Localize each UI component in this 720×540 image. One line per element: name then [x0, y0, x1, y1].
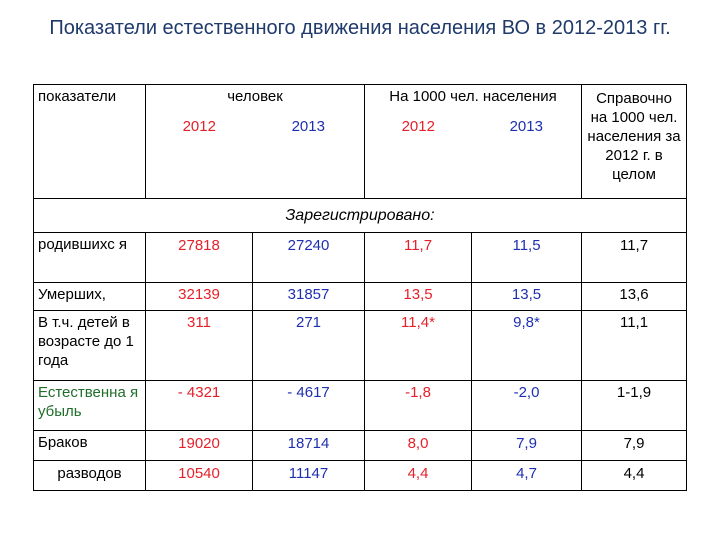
header-indicators: показатели — [33, 84, 146, 199]
row-label: Умерших, — [38, 286, 106, 303]
value-cell: -2,0 — [513, 384, 540, 401]
value-cell: 27818 — [178, 237, 220, 254]
value-cell: 7,9 — [623, 435, 645, 452]
value-cell: 11,4* — [401, 314, 435, 331]
header-people: человек — [144, 84, 366, 115]
row-label: Естественна я убыль — [38, 384, 139, 420]
value-cell: 4,4 — [623, 465, 645, 482]
header-2013-rate: 2013 — [471, 114, 583, 199]
header-reference: Справочно на 1000 чел. населения за 2012… — [581, 84, 688, 199]
registered-row: Зарегистрировано: — [32, 198, 688, 233]
value-cell: 10540 — [178, 465, 220, 482]
value-cell: 11147 — [288, 465, 329, 482]
value-cell: 1-1,9 — [616, 384, 652, 401]
value-cell: - 4617 — [287, 384, 330, 401]
table-row: Естественна я убыль - 4321 - 4617 -1,8 -… — [33, 380, 688, 431]
value-cell: 4,4 — [407, 465, 429, 482]
value-cell: 9,8* — [513, 314, 540, 331]
value-cell: -1,8 — [405, 384, 431, 401]
value-cell: 11,7 — [403, 237, 433, 254]
value-cell: 271 — [295, 314, 322, 331]
value-cell: 32139 — [178, 286, 220, 303]
row-label: В т.ч. детей в возрасте до 1 года — [38, 314, 134, 369]
table-row: разводов 10540 11147 4,4 4,7 4,4 — [33, 460, 688, 491]
table-row: Браков 19020 18714 8,0 7,9 7,9 — [33, 430, 688, 461]
value-cell: 13,5 — [403, 286, 433, 303]
table-row: В т.ч. детей в возрасте до 1 года 311 27… — [33, 310, 688, 381]
header-2012-people: 2012 — [145, 114, 253, 199]
value-cell: 19020 — [178, 435, 220, 452]
population-table: показатели человек На 1000 чел. населени… — [32, 84, 688, 491]
value-cell: - 4321 — [177, 384, 221, 401]
value-cell: 311 — [187, 314, 211, 331]
value-cell: 11,1 — [619, 314, 649, 331]
header-2013-people: 2013 — [252, 114, 366, 199]
header-2012-rate: 2012 — [364, 114, 472, 199]
value-cell: 31857 — [287, 286, 330, 303]
row-label: Браков — [38, 434, 88, 451]
row-label: родившихс я — [38, 236, 127, 253]
table-row: Умерших, 32139 31857 13,5 13,5 13,6 — [33, 282, 688, 311]
value-cell: 13,5 — [511, 286, 542, 303]
row-label: разводов — [57, 465, 122, 482]
value-cell: 8,0 — [407, 435, 429, 452]
page-title: Показатели естественного движения населе… — [49, 17, 671, 39]
value-cell: 4,7 — [516, 465, 537, 482]
value-cell: 27240 — [287, 237, 330, 254]
value-cell: 11,7 — [619, 237, 649, 254]
value-cell: 13,6 — [619, 286, 649, 303]
value-cell: 11,5 — [512, 237, 541, 254]
table-row: родившихс я 27818 27240 11,7 11,5 11,7 — [33, 232, 688, 283]
header-per-1000: На 1000 чел. населения — [364, 84, 583, 115]
value-cell: 7,9 — [516, 435, 537, 452]
value-cell: 18714 — [287, 435, 330, 452]
